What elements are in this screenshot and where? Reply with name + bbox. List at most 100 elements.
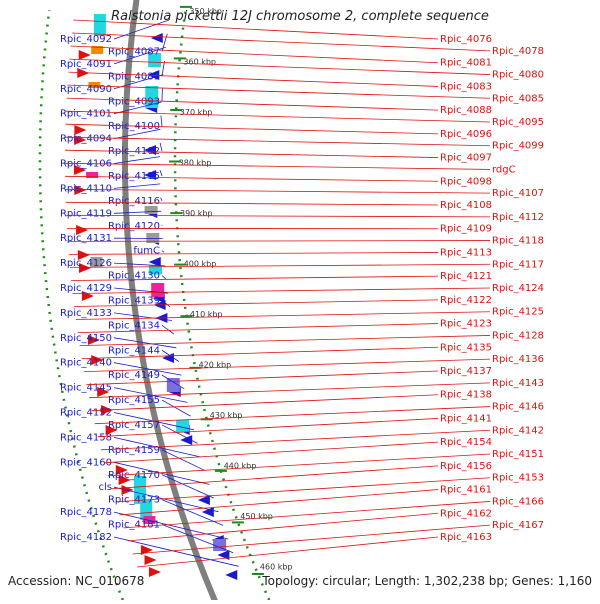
left-gene-label-connector	[161, 198, 162, 201]
minus-strand-gene-arrow	[145, 555, 157, 565]
left-gene-label-connector	[161, 116, 162, 127]
left-gene-label: Rpic_4093	[108, 96, 160, 107]
right-gene-label: Rpic_4098	[440, 176, 492, 187]
left-gene-label: Rpic_4149	[108, 370, 160, 381]
left-gene-label-connector	[162, 34, 167, 52]
scale-label: 380 kbp	[179, 159, 212, 168]
right-gene-label: Rpic_4085	[492, 93, 544, 104]
left-gene-label: Rpic_4134	[108, 320, 160, 331]
left-gene-label: Rpic_4140	[60, 358, 112, 369]
left-gene-label-connector	[114, 184, 160, 189]
left-gene-label: Rpic_4089	[108, 71, 160, 82]
right-gene-label: Rpic_4080	[492, 70, 544, 81]
left-gene-label: Rpic_4115	[108, 171, 160, 182]
left-gene-label: Rpic_4131	[60, 233, 112, 244]
left-gene-label: cls	[99, 482, 113, 493]
right-gene-label: Rpic_4125	[492, 307, 544, 318]
scale-label: 460 kbp	[260, 563, 293, 572]
right-gene-label: Rpic_4153	[492, 473, 544, 484]
left-gene-label: Rpic_4119	[60, 208, 112, 219]
left-gene-label: Rpic_4092	[60, 34, 112, 45]
right-gene-label: Rpic_4128	[492, 330, 544, 341]
right-gene-label: Rpic_4135	[440, 342, 492, 353]
left-gene-label-connector	[160, 170, 162, 176]
left-gene-label-connector	[114, 157, 160, 164]
left-gene-label: Rpic_4116	[108, 196, 160, 207]
right-gene-label: Rpic_4151	[492, 449, 544, 460]
right-gene-label: Rpic_4097	[440, 153, 492, 164]
scale-label: 400 kbp	[184, 260, 217, 269]
right-gene-label: Rpic_4162	[440, 508, 492, 519]
left-gene-label: Rpic_4159	[108, 445, 160, 456]
right-gene-label: Rpic_4142	[492, 425, 544, 436]
minus-strand-gene-arrow	[149, 567, 161, 577]
left-gene-label: Rpic_4094	[60, 134, 112, 145]
right-gene-label: Rpic_4083	[440, 81, 492, 92]
right-gene-label: Rpic_4146	[492, 402, 544, 413]
left-gene-label: Rpic_4101	[60, 109, 112, 120]
left-gene-label: Rpic_4181	[108, 520, 160, 531]
right-gene-label-connector	[128, 513, 438, 541]
right-gene-label: Rpic_4167	[492, 520, 544, 531]
right-gene-label: Rpic_4113	[440, 247, 492, 258]
right-gene-label: Rpic_4156	[440, 461, 492, 472]
left-gene-label: Rpic_4110	[60, 183, 112, 194]
right-gene-label: Rpic_4108	[440, 200, 492, 211]
plus-strand-gene-arrow	[225, 570, 237, 580]
right-gene-label-connector	[65, 137, 490, 146]
right-gene-label: Rpic_4088	[440, 105, 492, 116]
left-gene-label-connector	[162, 61, 165, 76]
plus-strand-gene-block	[145, 206, 158, 214]
right-gene-label: Rpic_4118	[492, 236, 544, 247]
right-gene-label-connector	[112, 466, 439, 489]
right-gene-label: Rpic_4081	[440, 58, 492, 69]
right-gene-label: Rpic_4166	[492, 496, 544, 507]
right-gene-label: Rpic_4107	[492, 188, 544, 199]
right-gene-label: Rpic_4096	[440, 129, 492, 140]
topology-summary: Topology: circular; Length: 1,302,238 bp…	[262, 574, 592, 588]
left-gene-label-connector	[162, 475, 214, 498]
right-gene-label: Rpic_4099	[492, 141, 544, 152]
right-gene-label: Rpic_4123	[440, 319, 492, 330]
left-gene-label: Rpic_4150	[60, 333, 112, 344]
accession-label: Accession: NC_010678	[8, 574, 144, 588]
left-gene-label: Rpic_4144	[108, 345, 160, 356]
left-gene-label: Rpic_4160	[60, 457, 112, 468]
right-gene-label-connector	[65, 189, 490, 193]
right-gene-label: Rpic_4124	[492, 283, 544, 294]
left-gene-label-connector	[160, 143, 162, 151]
right-gene-label: rdgC	[492, 164, 516, 175]
left-gene-label: fumC	[133, 246, 160, 257]
left-gene-label: Rpic_4158	[60, 432, 112, 443]
left-gene-label: Rpic_4120	[108, 221, 160, 232]
left-gene-label: Rpic_4133	[60, 308, 112, 319]
scale-label: 370 kbp	[180, 108, 213, 117]
right-gene-label-connector	[65, 163, 490, 169]
left-gene-label: Rpic_4152	[60, 408, 112, 419]
scale-label: 360 kbp	[183, 58, 216, 67]
left-gene-label: Rpic_4173	[108, 495, 160, 506]
left-gene-label-connector	[162, 251, 164, 253]
right-gene-label: Rpic_4143	[492, 378, 544, 389]
scale-label: 450 kbp	[240, 512, 273, 521]
right-gene-label: Rpic_4095	[492, 117, 544, 128]
right-gene-label: Rpic_4121	[440, 271, 492, 282]
plus-strand-gene-arrow	[151, 33, 163, 43]
left-gene-label: Rpic_4129	[60, 283, 112, 294]
right-gene-label: Rpic_4117	[492, 259, 544, 270]
right-gene-label: Rpic_4163	[440, 532, 492, 543]
right-gene-label: Rpic_4109	[440, 224, 492, 235]
left-gene-label-connector	[162, 276, 167, 280]
right-gene-label: Rpic_4122	[440, 295, 492, 306]
right-gene-label: Rpic_4136	[492, 354, 544, 365]
right-gene-label: Rpic_4161	[440, 485, 492, 496]
right-gene-label: Rpic_4112	[492, 212, 544, 223]
right-gene-label: Rpic_4137	[440, 366, 492, 377]
left-gene-label-connector	[162, 325, 174, 334]
left-gene-label: Rpic_4182	[60, 532, 112, 543]
right-gene-label: Rpic_4078	[492, 46, 544, 57]
right-gene-label: Rpic_4154	[440, 437, 492, 448]
right-gene-label: Rpic_4076	[440, 34, 492, 45]
